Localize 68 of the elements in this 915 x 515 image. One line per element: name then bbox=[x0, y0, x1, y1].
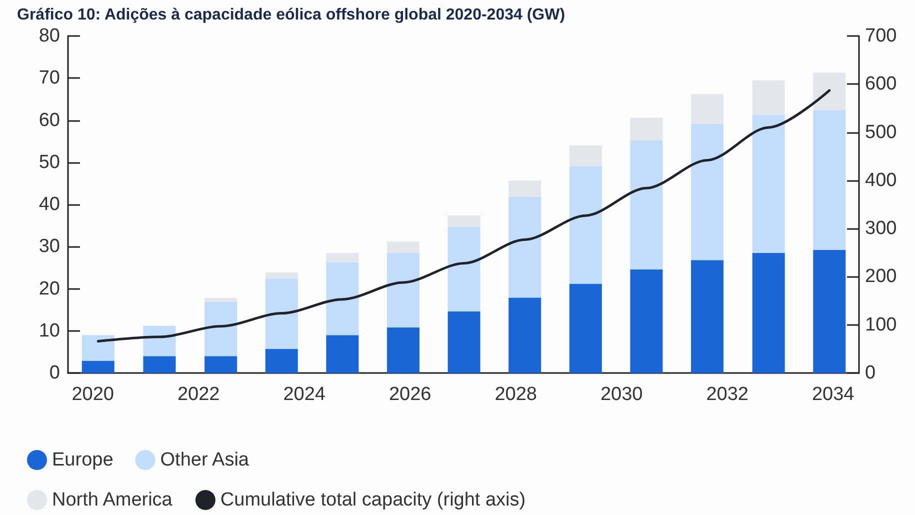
bar bbox=[690, 94, 724, 124]
y2-tick-label: 400 bbox=[865, 170, 897, 191]
bar bbox=[690, 124, 724, 260]
bar bbox=[752, 114, 785, 253]
y2-tick-label: 200 bbox=[865, 266, 897, 288]
bar bbox=[386, 252, 420, 328]
y2-tick-label: 300 bbox=[865, 218, 897, 240]
bar bbox=[448, 312, 480, 373]
chart-title: Gráfico 10: Adições à capacidade eólica offshore global 2020-2034 (GW) bbox=[17, 6, 566, 24]
x-tick-label: 2028 bbox=[494, 384, 537, 405]
bar bbox=[265, 348, 298, 373]
bar bbox=[569, 166, 602, 284]
bar bbox=[630, 269, 663, 373]
y2-tick-label: 0 bbox=[865, 362, 876, 384]
legend-label: North America bbox=[52, 490, 173, 510]
x-tick-label: 2024 bbox=[283, 384, 326, 405]
bar bbox=[204, 302, 238, 356]
legend-label: Cumulative total capacity (right axis) bbox=[220, 490, 526, 510]
bar bbox=[752, 252, 785, 373]
bar bbox=[386, 328, 420, 373]
y-tick-label: 60 bbox=[38, 110, 60, 131]
y-tick-label: 10 bbox=[38, 320, 60, 342]
bar bbox=[630, 140, 663, 270]
bar bbox=[265, 278, 298, 349]
y-tick-label: 70 bbox=[38, 68, 60, 89]
bar bbox=[82, 335, 114, 361]
y-tick-label: 30 bbox=[38, 236, 60, 258]
line-series bbox=[96, 89, 831, 342]
bar bbox=[204, 298, 238, 302]
bar bbox=[569, 146, 602, 166]
bar bbox=[143, 356, 176, 373]
y-tick-label: 0 bbox=[49, 362, 60, 384]
bar bbox=[143, 326, 176, 356]
x-tick-label: 2032 bbox=[706, 384, 748, 405]
y2-tick-label: 500 bbox=[865, 122, 897, 143]
bar bbox=[326, 335, 359, 373]
bar bbox=[448, 226, 480, 312]
y-tick-label: 40 bbox=[38, 194, 60, 215]
x-tick-label: 2022 bbox=[177, 384, 220, 405]
y-tick-label: 80 bbox=[38, 26, 60, 46]
y-tick-label: 50 bbox=[38, 152, 60, 173]
legend-label: Europe bbox=[52, 450, 114, 470]
y2-tick-label: 600 bbox=[865, 74, 897, 95]
x-tick-label: 2026 bbox=[388, 384, 432, 405]
bar bbox=[569, 284, 602, 373]
bar bbox=[508, 196, 542, 298]
x-tick-label: 2020 bbox=[72, 384, 114, 405]
bar bbox=[386, 242, 420, 253]
bar bbox=[690, 260, 724, 373]
bar bbox=[813, 72, 846, 110]
x-tick-label: 2034 bbox=[812, 384, 855, 405]
bar bbox=[265, 272, 298, 278]
bar bbox=[813, 110, 846, 250]
bar bbox=[326, 252, 359, 262]
y2-tick-label: 700 bbox=[865, 26, 897, 46]
y2-tick-label: 100 bbox=[865, 314, 897, 336]
bar bbox=[508, 298, 542, 373]
bar bbox=[82, 360, 114, 373]
bar bbox=[448, 215, 480, 227]
x-tick-label: 2030 bbox=[600, 384, 643, 405]
bar bbox=[326, 262, 359, 336]
bar bbox=[752, 80, 785, 115]
y-tick-label: 20 bbox=[38, 278, 60, 300]
bar bbox=[204, 356, 238, 373]
bar bbox=[508, 180, 542, 197]
legend-label: Other Asia bbox=[160, 450, 250, 470]
bar bbox=[813, 250, 846, 373]
bar bbox=[630, 118, 663, 140]
